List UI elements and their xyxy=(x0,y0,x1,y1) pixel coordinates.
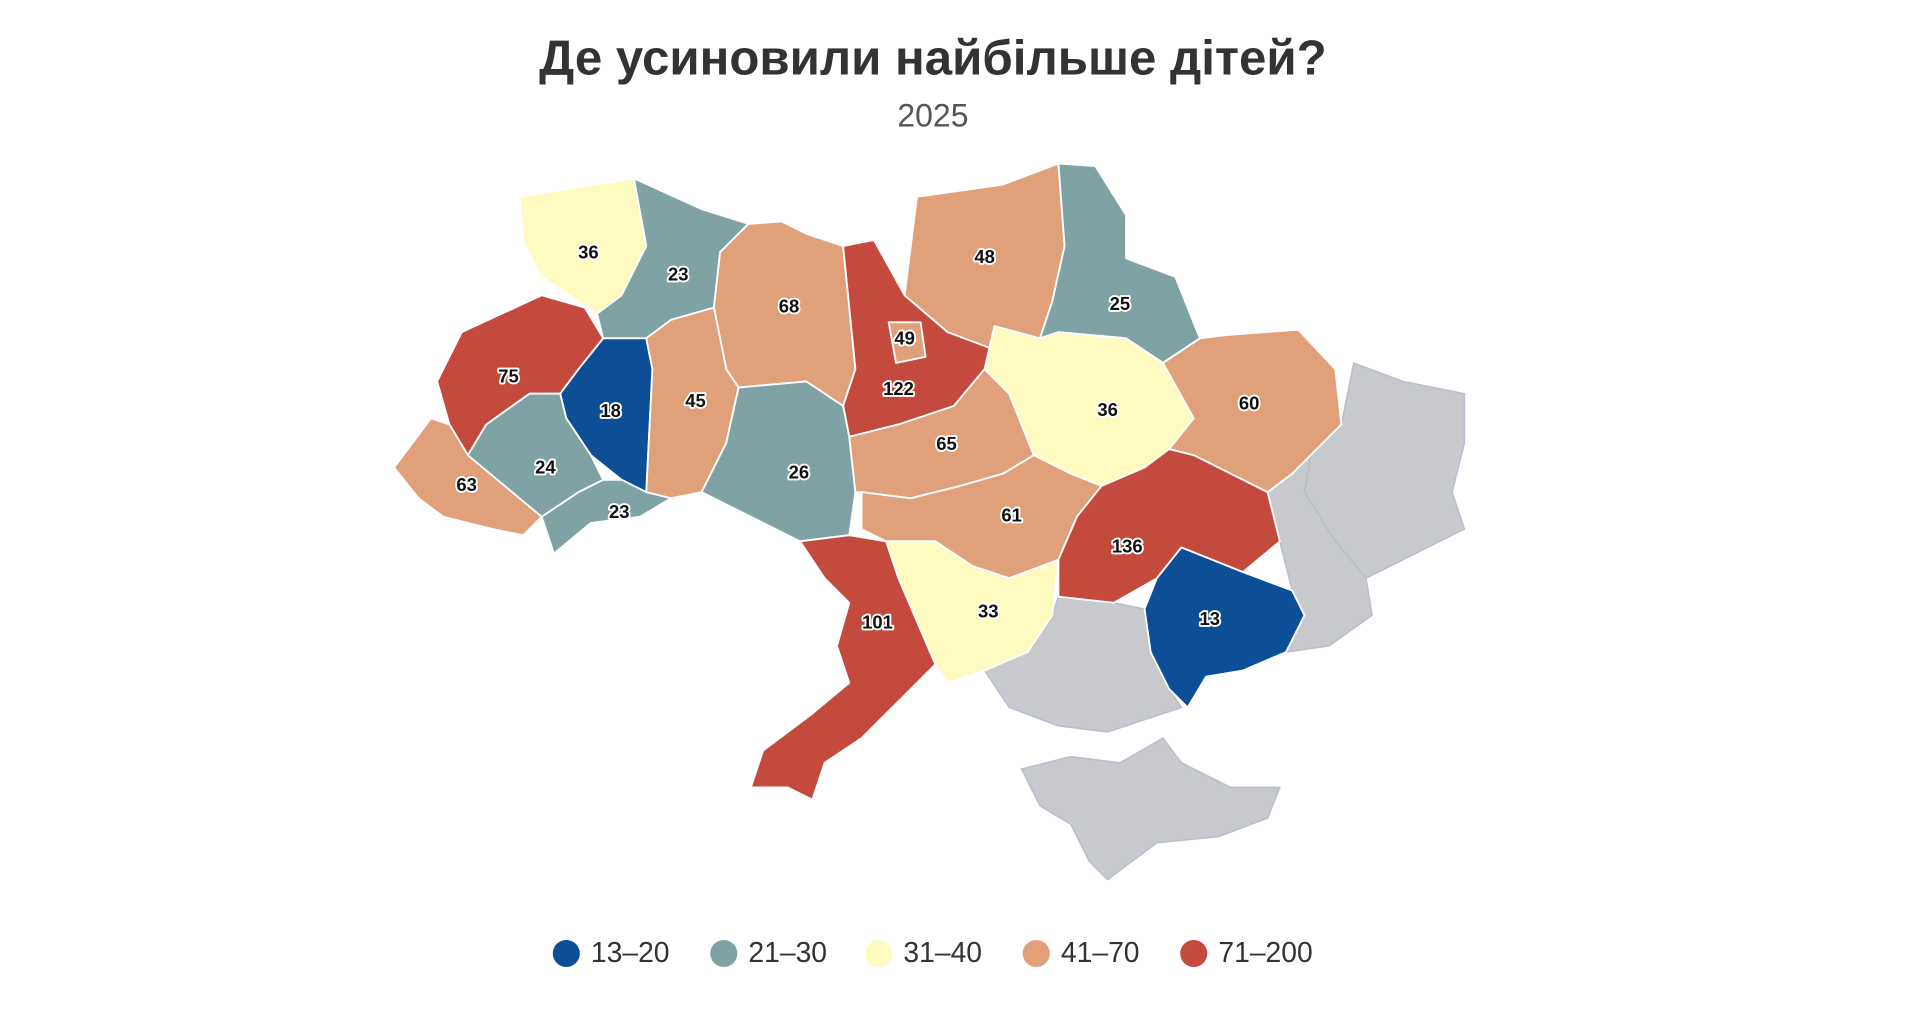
region xyxy=(887,321,927,364)
region xyxy=(885,540,1060,684)
region-value: 23 xyxy=(609,501,630,522)
region-value: 36 xyxy=(1097,399,1118,420)
legend-label: 13–20 xyxy=(591,936,670,968)
occupied-region xyxy=(983,595,1183,733)
region-value: 65 xyxy=(936,433,957,454)
region xyxy=(540,478,672,555)
region xyxy=(1143,546,1306,709)
subtitle: 2025 xyxy=(897,98,968,134)
legend-label: 71–200 xyxy=(1218,936,1312,968)
region-value: 68 xyxy=(779,295,800,316)
region-value: 36 xyxy=(578,241,599,262)
legend-swatch xyxy=(552,939,580,968)
region-value: 25 xyxy=(1110,293,1131,314)
regions xyxy=(393,162,1343,801)
region-value: 13 xyxy=(1199,608,1220,629)
occupied-region xyxy=(1020,737,1281,881)
legend: 13–20 21–30 31–40 41–70 71–200 xyxy=(552,936,1313,968)
occupied-areas xyxy=(983,361,1466,881)
legend-label: 31–40 xyxy=(903,936,982,968)
region-value: 26 xyxy=(789,462,810,483)
region xyxy=(393,417,543,537)
region-value: 24 xyxy=(535,457,556,478)
region-value: 60 xyxy=(1239,393,1260,414)
legend-label: 41–70 xyxy=(1061,936,1140,968)
region-value: 122 xyxy=(883,378,914,399)
region-value: 101 xyxy=(862,612,893,633)
legend-label: 21–30 xyxy=(748,936,827,968)
legend-swatch xyxy=(865,939,893,968)
region-value: 45 xyxy=(685,390,706,411)
region-value: 75 xyxy=(498,366,519,387)
legend-swatch xyxy=(1022,939,1050,968)
region-value: 61 xyxy=(1001,505,1022,526)
legend-swatch xyxy=(710,939,738,968)
region-value: 18 xyxy=(600,400,621,421)
title: Де усиновили найбільше дітей? xyxy=(539,31,1327,86)
legend-swatch xyxy=(1180,939,1208,968)
region-value: 23 xyxy=(668,263,689,284)
region-value: 136 xyxy=(1112,535,1143,556)
region-value: 49 xyxy=(894,327,915,348)
labels: 36 23 68 122 49 48 25 75 18 45 26 65 36 60 63 24 23 61 136… xyxy=(455,239,1262,634)
region-value: 33 xyxy=(978,601,999,622)
region-value: 63 xyxy=(456,474,477,495)
region-value: 48 xyxy=(974,246,995,267)
